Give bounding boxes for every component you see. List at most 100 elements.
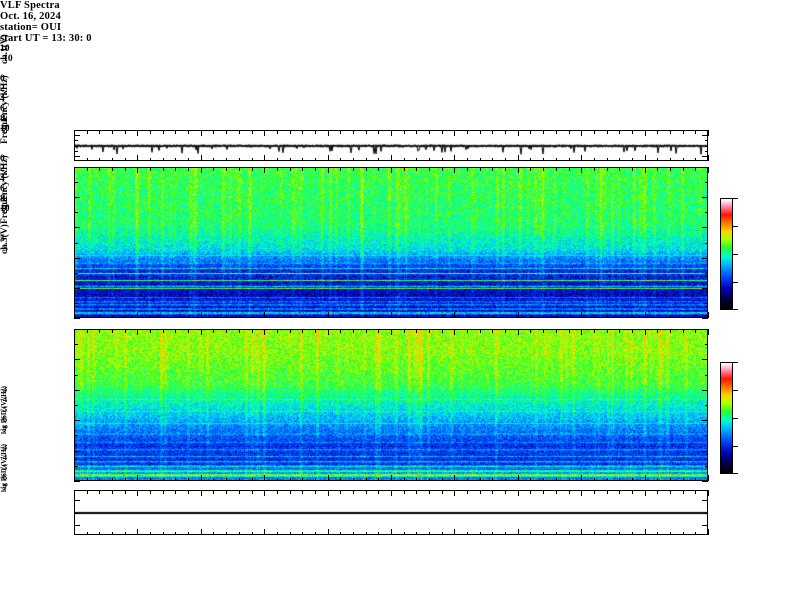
x-tick [530, 477, 532, 481]
x-tick [188, 314, 190, 318]
x-tick [238, 314, 240, 318]
x-tick [492, 130, 494, 134]
x-tick [682, 157, 684, 161]
x-tick [657, 167, 659, 171]
x-tick [505, 477, 507, 481]
x-tick [238, 531, 240, 535]
x-tick [429, 477, 431, 481]
x-tick [200, 130, 202, 136]
x-tick [289, 130, 291, 134]
y-tick-minor [704, 140, 708, 142]
ch1-spec-ytick-2: 2 [0, 84, 5, 94]
x-tick [695, 314, 697, 318]
y-tick [74, 287, 80, 289]
x-tick [150, 531, 152, 535]
x-tick [682, 314, 684, 318]
x-tick [137, 155, 139, 161]
x-tick [631, 314, 633, 318]
xtick-6: 6 [0, 324, 396, 334]
x-tick [391, 490, 392, 496]
colorbar-ch2-tick [733, 473, 738, 474]
x-tick [416, 167, 418, 171]
x-tick [226, 157, 228, 161]
x-tick [543, 167, 545, 171]
x-tick [631, 531, 633, 535]
x-tick [352, 531, 354, 535]
x-tick [517, 490, 519, 496]
x-tick [505, 130, 507, 134]
y-tick [74, 525, 80, 526]
y-tick-minor [704, 182, 708, 184]
ch1-spectrogram-canvas [75, 168, 707, 317]
colorbar-ch2 [720, 362, 733, 474]
x-tick [619, 167, 621, 171]
x-tick [137, 475, 139, 481]
x-tick [606, 490, 608, 494]
x-tick [669, 130, 671, 134]
x-tick [365, 531, 367, 535]
x-tick [619, 157, 621, 161]
x-tick [74, 167, 75, 173]
y-tick [74, 155, 80, 157]
x-tick [99, 130, 101, 134]
x-tick [86, 531, 88, 535]
x-tick [314, 490, 316, 494]
y-tick-minor [704, 150, 708, 152]
x-tick [581, 312, 583, 318]
x-tick [264, 155, 266, 161]
x-tick [162, 157, 164, 161]
x-tick [213, 314, 215, 318]
x-tick [429, 531, 431, 535]
x-tick [695, 157, 697, 161]
y-tick [74, 318, 80, 319]
x-tick [657, 490, 659, 494]
y-tick-minor [704, 465, 708, 467]
x-tick [74, 490, 75, 496]
x-tick [416, 490, 418, 494]
x-tick [365, 157, 367, 161]
y-tick-minor [74, 302, 78, 304]
x-tick [479, 477, 481, 481]
y-tick [74, 450, 80, 452]
x-tick [391, 475, 392, 481]
y-tick [74, 135, 80, 137]
x-tick [112, 490, 114, 494]
x-tick [517, 155, 519, 161]
figure-start-ut: start UT = 13: 30: 0 [0, 33, 92, 44]
x-tick [543, 477, 545, 481]
y-tick [74, 167, 80, 168]
x-tick [505, 490, 507, 494]
y-tick [702, 197, 708, 199]
x-tick [606, 130, 608, 134]
x-tick [175, 314, 177, 318]
x-tick [289, 490, 291, 494]
x-tick [213, 130, 215, 134]
x-tick [137, 167, 139, 173]
x-tick [429, 167, 431, 171]
x-tick [391, 167, 392, 173]
x-tick [543, 314, 545, 318]
x-tick [378, 329, 380, 333]
x-tick [708, 529, 709, 535]
x-tick [492, 477, 494, 481]
x-tick [200, 167, 202, 173]
ch1-spec-ytick-0: 0 [0, 74, 5, 84]
x-tick [175, 477, 177, 481]
x-tick [695, 531, 697, 535]
x-tick [555, 329, 557, 333]
x-tick [150, 490, 152, 494]
x-tick [175, 329, 177, 333]
x-tick [695, 130, 697, 134]
x-tick [188, 329, 190, 333]
y-tick [74, 481, 80, 482]
x-tick [682, 531, 684, 535]
x-tick [162, 477, 164, 481]
x-tick [112, 157, 114, 161]
x-tick [517, 329, 519, 335]
y-tick-minor [704, 512, 708, 514]
x-tick [340, 314, 342, 318]
x-tick [505, 314, 507, 318]
x-tick [657, 314, 659, 318]
x-tick [99, 314, 101, 318]
